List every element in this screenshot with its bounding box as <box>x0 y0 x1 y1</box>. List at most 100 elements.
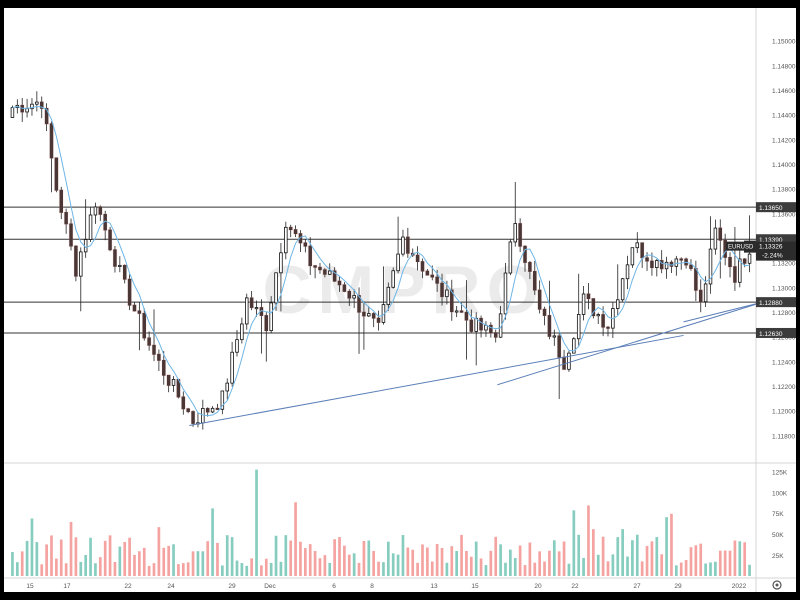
volume-bar <box>313 551 317 576</box>
candle-body <box>601 314 605 328</box>
volume-bar <box>606 561 610 576</box>
candle-body <box>181 396 186 410</box>
volume-tick-label: 100K <box>772 490 788 497</box>
volume-bar <box>587 505 590 576</box>
candle-body <box>391 270 395 288</box>
volume-bar <box>196 551 200 576</box>
candle-shade <box>488 324 494 334</box>
volume-bar <box>567 563 571 576</box>
volume-bar <box>426 547 429 576</box>
volume-bar <box>167 545 170 576</box>
candle-shade <box>478 317 484 332</box>
candle-shade <box>146 336 152 347</box>
candle-body <box>49 123 54 159</box>
volume-bar <box>616 537 620 576</box>
volume-bar <box>601 536 605 576</box>
time-tick-label: 13 <box>430 583 438 590</box>
candle-shade <box>556 334 562 359</box>
candle-shade <box>439 282 445 298</box>
price-tick-label: 1.14200 <box>772 137 796 144</box>
tradingview-chart[interactable]: CMPRO 1.15000 1.14800 1.14600 1.14400 1.1420… <box>4 8 796 592</box>
volume-bar <box>440 547 444 576</box>
candle-shade <box>586 292 591 300</box>
candle-shade <box>102 213 108 231</box>
candle-shade <box>259 306 264 317</box>
volume-bar <box>479 558 483 576</box>
candle-body <box>215 407 220 410</box>
time-tick-label: 6 <box>332 583 336 590</box>
candle-body <box>64 212 68 225</box>
candle-shade <box>68 222 74 248</box>
watermark-text: CMPRO <box>262 252 545 328</box>
candle-shade <box>263 314 269 332</box>
candle-body <box>747 253 752 264</box>
candle-body <box>249 297 254 308</box>
settings-gear-icon[interactable] <box>772 580 782 590</box>
time-tick-label: 8 <box>370 583 374 590</box>
candle-shade <box>537 289 542 311</box>
candle-shade <box>205 407 211 413</box>
candle-body <box>474 317 478 332</box>
candle-shade <box>107 228 113 251</box>
candle-body <box>59 189 63 213</box>
candle-body <box>606 326 610 329</box>
level-label-box <box>756 202 796 213</box>
time-tick-label: 15 <box>26 583 34 590</box>
volume-bar <box>142 547 146 576</box>
volume-bar <box>328 562 332 576</box>
candle-body <box>367 313 371 317</box>
candle-body <box>152 344 156 355</box>
candle-body <box>186 408 190 412</box>
candle-body <box>445 289 449 298</box>
volume-bar <box>572 510 576 576</box>
volume-bar <box>640 561 644 576</box>
candle-body <box>596 314 600 317</box>
candle-shade <box>420 260 425 273</box>
volume-tick-label: 75K <box>772 511 784 518</box>
candle-shade <box>97 205 103 216</box>
candle-body <box>708 248 713 285</box>
volume-bar <box>357 562 361 576</box>
candle-shade <box>561 356 567 371</box>
candle-body <box>332 270 337 282</box>
volume-bar <box>69 521 73 576</box>
candle-shade <box>190 410 196 425</box>
price-tick-label: 1.13600 <box>772 211 796 218</box>
candle-shade <box>688 263 694 270</box>
axes: 1.15000 1.14800 1.14600 1.14400 1.14200 1.140… <box>26 39 795 590</box>
candle-shade <box>44 107 49 125</box>
candle-shade <box>722 239 728 259</box>
volume-bar <box>162 547 166 576</box>
candle-body <box>264 315 269 332</box>
candle-body <box>567 352 571 370</box>
candle-body <box>503 272 508 315</box>
candle-shade <box>293 228 298 235</box>
candle-body <box>308 245 312 267</box>
candle-shade <box>517 222 523 248</box>
volume-bar <box>128 537 131 576</box>
candle-body <box>162 359 166 376</box>
candle-shade <box>298 232 303 244</box>
volume-bar <box>469 556 473 576</box>
volume-bar <box>74 537 78 576</box>
volume-bar <box>450 546 454 576</box>
candle-shade <box>591 297 596 317</box>
volume-bar <box>64 563 68 576</box>
candlestick-chart[interactable]: CMPRO 1.15000 1.14800 1.14600 1.14400 1.1420… <box>4 8 796 592</box>
volume-bar <box>347 554 351 576</box>
volume-bar <box>221 565 224 576</box>
candle-shade <box>156 353 162 362</box>
price-tick-label: 1.13200 <box>772 261 796 268</box>
volume-bar <box>460 534 463 576</box>
volume-bar <box>343 545 346 576</box>
volume-bar <box>621 529 624 576</box>
candle-shade <box>122 264 128 281</box>
volume-bar <box>30 518 34 576</box>
volume-bar <box>118 546 122 576</box>
candle-body <box>303 242 308 247</box>
candle-shade <box>429 274 435 279</box>
candle-shade <box>73 245 79 278</box>
level-label-box <box>756 297 796 308</box>
volume-bar <box>186 562 190 576</box>
